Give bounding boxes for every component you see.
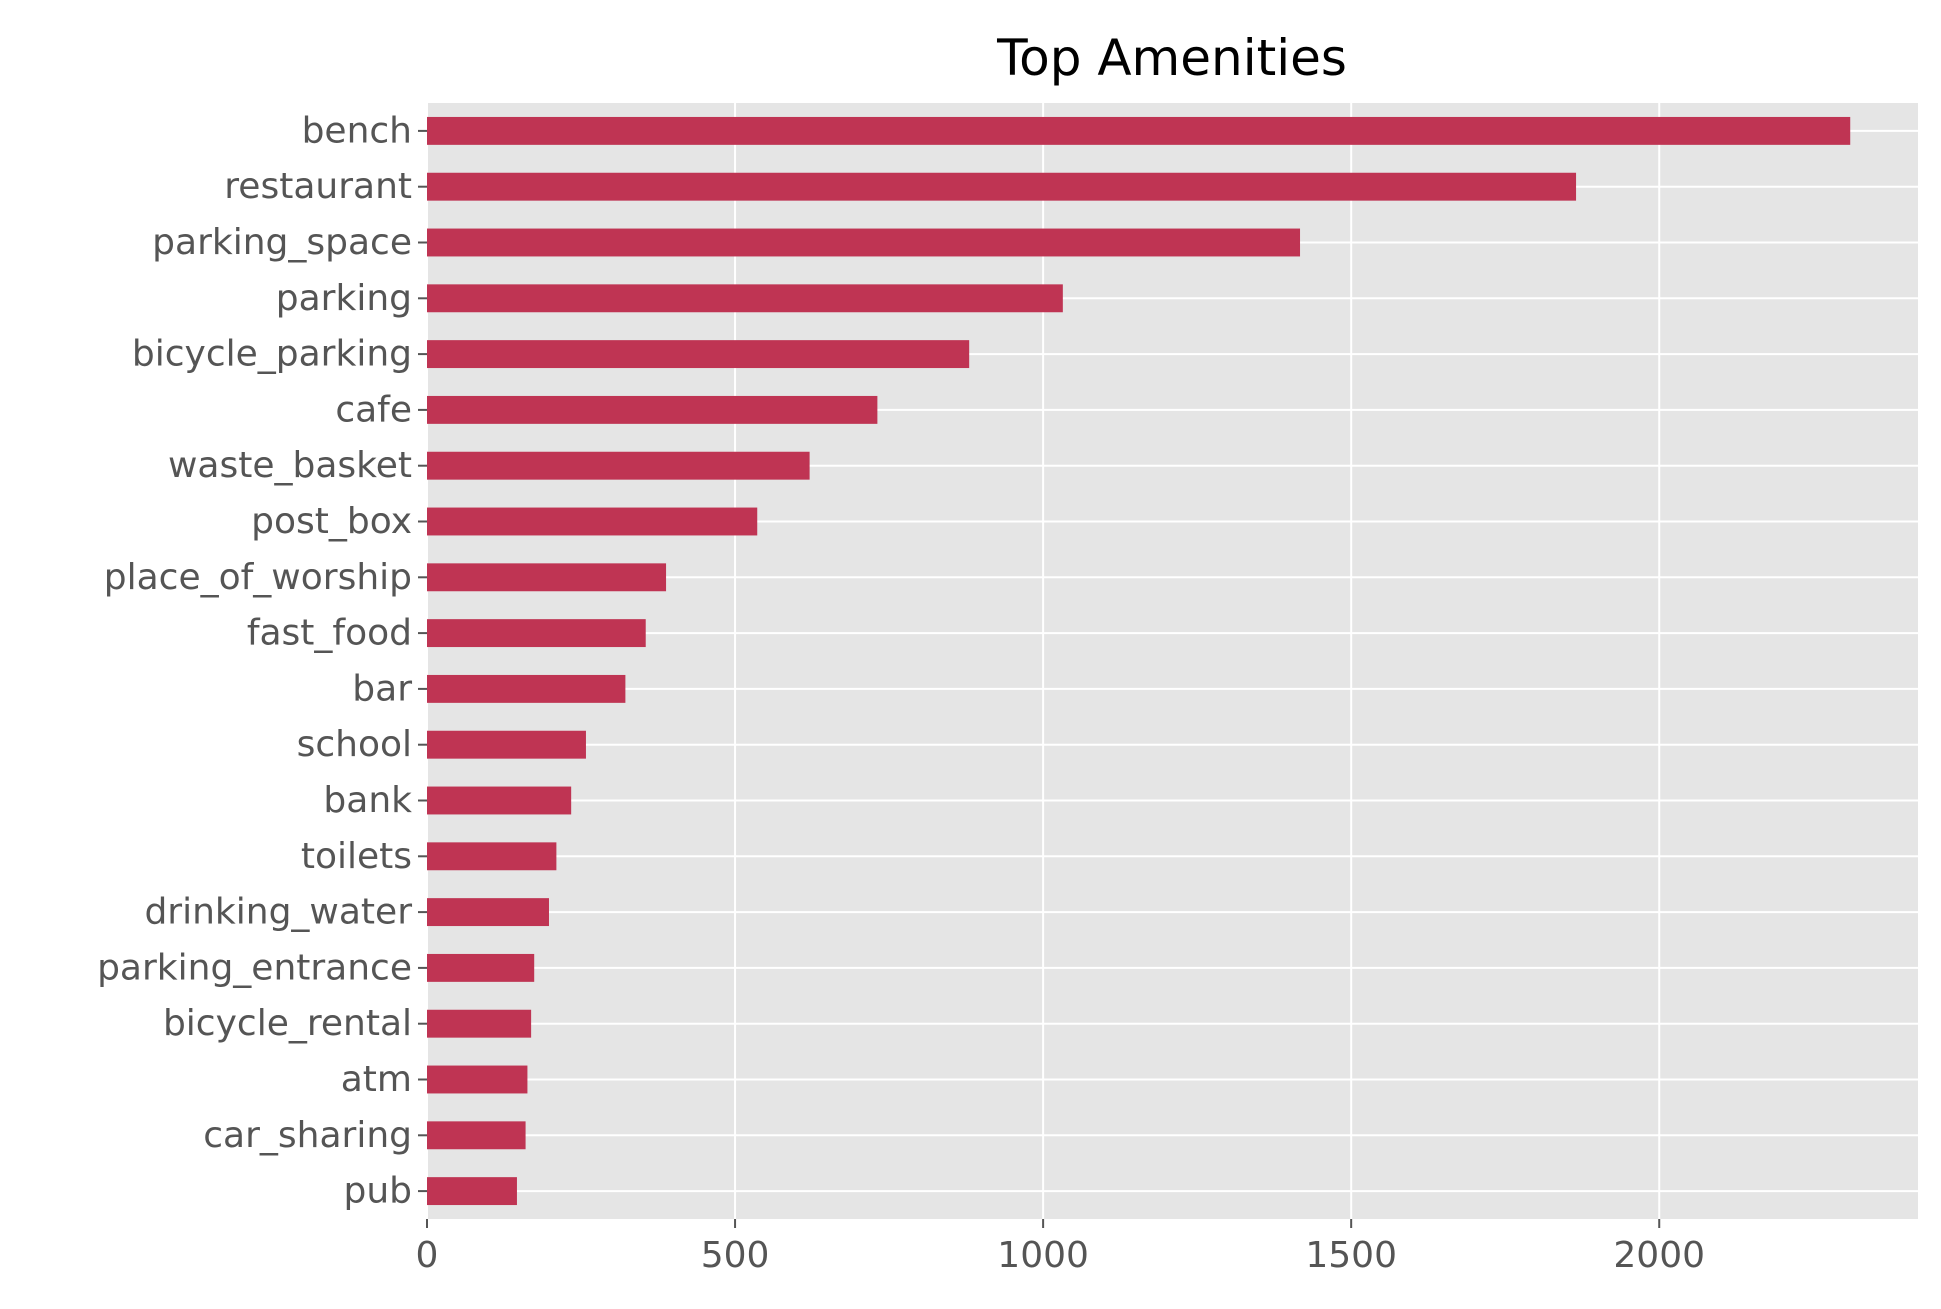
bar-drinking_water [427,898,549,927]
y-tick-label: atm [341,1059,412,1100]
y-tick-label: bicycle_rental [163,1003,412,1044]
x-tick-label: 500 [701,1235,770,1276]
y-tick-label: drinking_water [144,892,412,933]
y-tick-label: bicycle_parking [132,334,412,375]
bar-bicycle_parking [427,340,970,369]
bar-parking_entrance [427,953,535,982]
bar-cafe [427,395,878,424]
y-tick-label: bar [352,668,412,709]
bar-atm [427,1065,528,1094]
chart-title: Top Amenities [996,29,1347,87]
bar-bicycle_rental [427,1009,532,1038]
y-tick-label: parking_space [152,222,412,263]
y-tick-label: bench [302,110,412,151]
bar-bank [427,786,572,815]
bars [427,116,1851,1206]
y-tick-label: toilets [301,836,412,877]
y-tick-label: parking_entrance [97,947,412,988]
x-tick-label: 1000 [997,1235,1089,1276]
y-tick-label: school [297,724,412,765]
bar-post_box [427,507,758,536]
plot-panel [427,103,1918,1219]
bar-parking_space [427,228,1301,257]
bar-car_sharing [427,1121,526,1150]
y-tick-label: waste_basket [168,445,412,486]
x-tick-labels: 0 500 1000 1500 2000 [416,1219,1705,1276]
y-tick-label: restaurant [224,166,412,207]
bar-restaurant [427,172,1577,201]
bar-bench [427,116,1851,145]
y-tick-label: bank [323,780,412,821]
y-tick-label: post_box [251,501,412,542]
y-tick-label: car_sharing [203,1115,412,1156]
x-tick-label: 0 [416,1235,439,1276]
bar-pub [427,1177,517,1206]
bar-fast_food [427,619,646,648]
y-tick-label: place_of_worship [104,557,412,598]
bar-place_of_worship [427,563,667,592]
y-tick-label: pub [343,1171,412,1212]
x-tick-label: 1500 [1305,1235,1397,1276]
x-tick-label: 2000 [1613,1235,1705,1276]
bar-school [427,730,586,759]
bar-waste_basket [427,451,810,480]
y-tick-label: cafe [335,389,412,430]
bar-parking [427,284,1063,313]
bar-bar [427,674,626,703]
y-tick-label: parking [276,278,412,319]
bar-toilets [427,842,557,871]
y-tick-label: fast_food [247,613,412,654]
